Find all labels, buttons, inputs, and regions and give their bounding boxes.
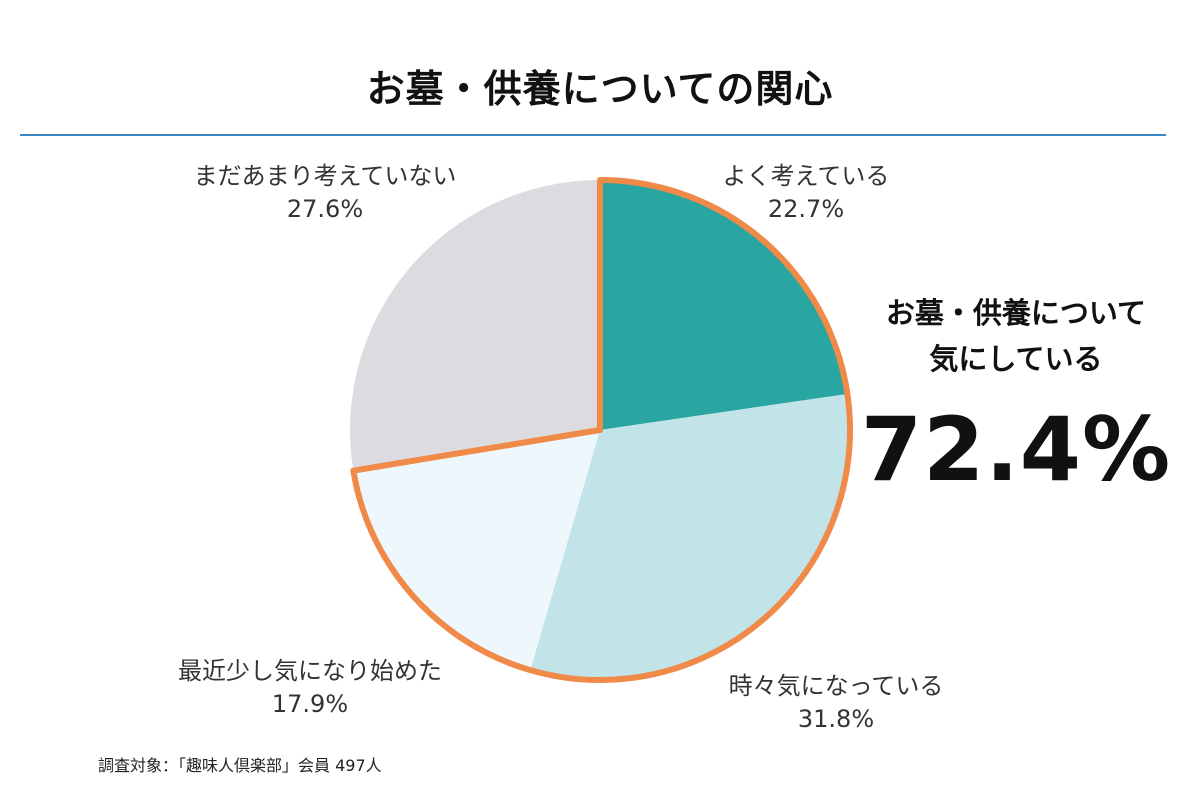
slice-name-4: まだあまり考えていない: [193, 162, 457, 190]
slice-name-2: 時々気になっている: [728, 672, 944, 700]
chart-title: お墓・供養についての関心: [366, 67, 834, 111]
survey-footnote: 調査対象：「趣味人倶楽部」会員 497人: [98, 756, 382, 775]
slice-label-2: 時々気になっている 31.8%: [729, 670, 944, 736]
slice-value-4: 27.6%: [286, 195, 364, 223]
callout-line-2: 気にしている: [929, 342, 1103, 376]
slice-name-1: よく考えている: [722, 162, 890, 190]
callout-line-1: お墓・供養について: [885, 296, 1147, 330]
callout-total-value: 72.4%: [860, 398, 1172, 501]
slice-label-3: 最近少し気になり始めた 17.9%: [178, 655, 442, 721]
slice-label-4: まだあまり考えていない 27.6%: [194, 160, 457, 226]
slice-label-1: よく考えている 22.7%: [723, 160, 890, 226]
highlight-callout: お墓・供養について 気にしている: [886, 290, 1146, 382]
pie-slice-2: [530, 393, 851, 681]
slice-value-3: 17.9%: [271, 690, 349, 718]
slice-value-1: 22.7%: [767, 195, 845, 223]
slice-value-2: 31.8%: [797, 705, 875, 733]
pie-slice-4: [350, 180, 600, 471]
highlight-outline: [350, 177, 853, 683]
pie-slice-1: [600, 180, 848, 430]
pie-slice-3: [353, 430, 600, 671]
title-divider: [20, 134, 1166, 136]
slice-name-3: 最近少し気になり始めた: [178, 657, 442, 685]
